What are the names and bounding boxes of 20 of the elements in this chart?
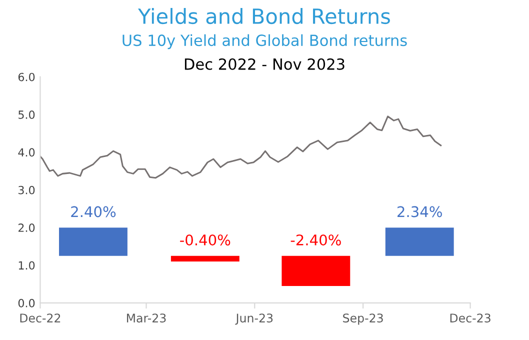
- x-tick-label: Dec-22: [20, 314, 60, 322]
- x-tick-label: Dec-23: [450, 314, 490, 322]
- y-tick-label: 6.0: [18, 72, 35, 82]
- x-tick-label: Mar-23: [127, 314, 166, 322]
- annotation: 2.40%: [71, 206, 116, 218]
- y-tick-label: 3.0: [18, 186, 35, 194]
- text: Dec 2022 - Nov 2023: [184, 58, 344, 70]
- chart-title: Yields and Bond Returns: [138, 8, 390, 24]
- annotation: -2.40%: [290, 234, 341, 246]
- x-tick-label: Sep-23: [343, 314, 383, 325]
- y-tick-label: 5.0: [18, 110, 35, 119]
- chart-subtitle: US 10y Yield and Global Bond returns: [122, 34, 407, 50]
- y-tick-label: 0.0: [18, 298, 35, 308]
- annotation: -0.40%: [180, 234, 230, 246]
- annotation: 2.34%: [398, 206, 442, 218]
- y-tick-label: 2.0: [18, 224, 35, 232]
- y-tick-label: 1.0: [18, 261, 35, 270]
- x-tick-label: Jun-23: [235, 314, 273, 325]
- y-tick-label: 4.0: [18, 148, 35, 157]
- line-series: [40, 116, 442, 179]
